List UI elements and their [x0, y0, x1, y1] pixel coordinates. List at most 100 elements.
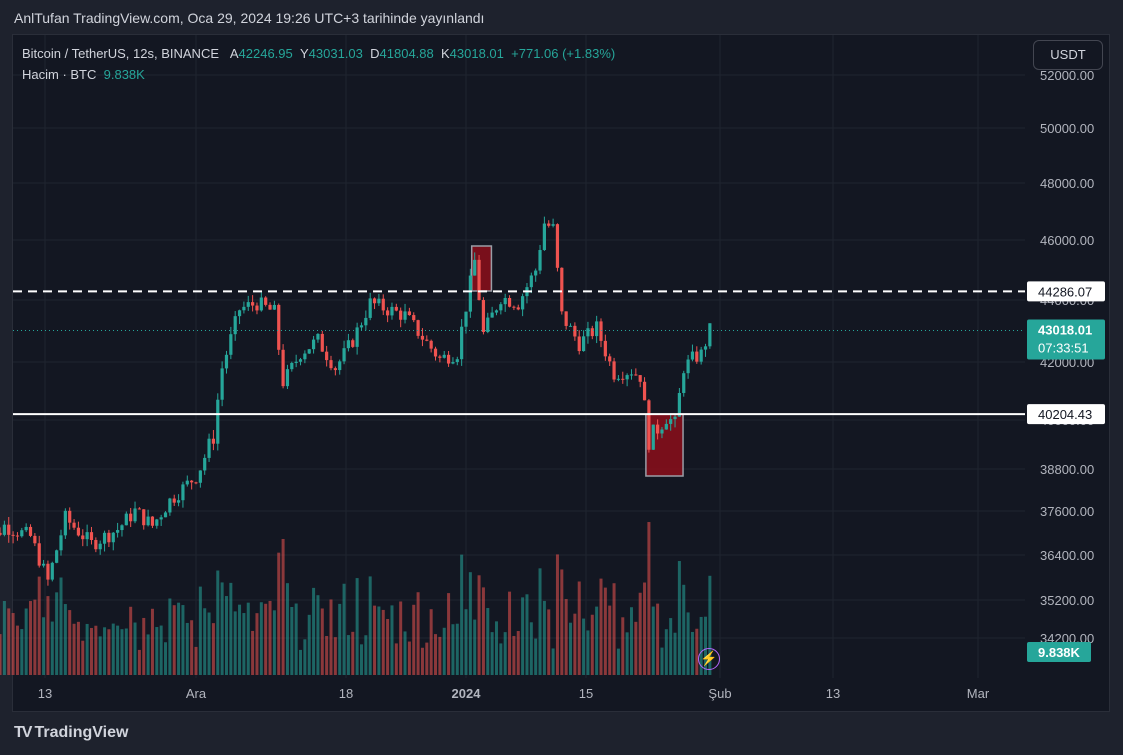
candle-body [629, 374, 634, 376]
volume-bar [377, 606, 381, 675]
candle-body [386, 310, 390, 316]
volume-bar [464, 609, 468, 675]
candle-body [277, 304, 281, 350]
high-label: Y [300, 46, 309, 61]
candle-body [372, 298, 377, 304]
candle-body [338, 361, 342, 371]
tradingview-logo[interactable]: TV TradingView [14, 724, 128, 742]
volume-bar [285, 583, 289, 675]
volume-bar [150, 608, 154, 675]
volume-bar [7, 608, 11, 675]
candle-body [381, 298, 385, 311]
volume-bar [447, 593, 451, 675]
candle-body [2, 524, 6, 535]
volume-bar [211, 623, 215, 675]
last-price-tag [1027, 319, 1105, 360]
volume-bar [673, 632, 677, 675]
candle-body [220, 368, 224, 400]
candle-body [359, 325, 364, 328]
candle-body [333, 368, 337, 371]
lightning-icon[interactable]: ⚡ [698, 648, 720, 670]
candle-body [37, 543, 41, 566]
volume-bar [577, 581, 581, 675]
candle-body [551, 224, 555, 226]
candle-body [529, 275, 533, 288]
volume-bar [595, 606, 599, 675]
volume-bar [704, 616, 708, 675]
open-value: 42246.95 [238, 46, 293, 61]
volume-bar [529, 622, 533, 675]
candle-body [229, 334, 233, 355]
candle-body [534, 270, 538, 276]
volume-bar [551, 648, 555, 675]
candle-body [599, 321, 603, 341]
currency-button[interactable]: USDT [1033, 40, 1103, 70]
volume-bar [116, 625, 120, 675]
y-tick-label: 36400.00 [1040, 548, 1094, 563]
candle-body [634, 374, 638, 376]
volume-bar [159, 625, 163, 675]
symbol-name[interactable]: Bitcoin / TetherUS, 12s, BINANCE [22, 46, 220, 61]
candle-body [133, 508, 137, 522]
candle-body [429, 340, 433, 349]
volume-bar [89, 627, 93, 675]
candle-body [41, 563, 46, 566]
volume-bar [107, 629, 111, 675]
candle-body [573, 325, 577, 337]
volume-bar [390, 605, 394, 675]
volume-bar [251, 630, 255, 675]
volume-bar [564, 599, 568, 675]
x-tick-label: 2024 [452, 686, 482, 701]
volume-bar [111, 623, 115, 675]
volume-bar [455, 623, 459, 675]
volume-bar [416, 592, 420, 675]
candle-body [11, 534, 15, 536]
volume-bar [656, 603, 660, 675]
volume-bar [638, 592, 642, 675]
candle-body [346, 340, 351, 349]
candle-body [351, 340, 355, 347]
volume-bar [290, 606, 294, 675]
candle-body [211, 438, 216, 444]
volume-bar [98, 636, 102, 675]
volume-bar [259, 602, 263, 675]
close-label: K [441, 46, 450, 61]
candle-body [129, 513, 133, 522]
candle-body [107, 532, 111, 543]
candle-body [216, 399, 220, 444]
price-line-tag [1027, 404, 1105, 425]
candle-body [298, 359, 303, 362]
volume-bar [29, 601, 33, 675]
candle-body [586, 328, 590, 337]
candle-body [669, 419, 673, 424]
volume-label[interactable]: Hacim · BTC [22, 67, 97, 82]
volume-bar [381, 609, 385, 675]
y-tick-label: 50000.00 [1040, 121, 1094, 136]
price-line-tag [1027, 281, 1105, 302]
candle-body [233, 316, 237, 335]
candle-body [625, 375, 629, 380]
candle-body [368, 298, 372, 318]
candle-body [251, 302, 255, 306]
volume-bar [255, 613, 259, 675]
volume-bar [690, 631, 694, 675]
volume-bar [299, 649, 303, 675]
candle-body [68, 510, 72, 523]
volume-bar [11, 613, 15, 675]
candle-body [460, 326, 464, 360]
volume-bar [664, 629, 668, 675]
candle-body [481, 300, 486, 333]
candle-body [33, 535, 37, 544]
volume-bar [190, 620, 194, 675]
volume-bar [499, 643, 503, 675]
y-tick-label: 48000.00 [1040, 176, 1094, 191]
volume-tag [1027, 642, 1091, 662]
candle-body [642, 381, 647, 401]
volume-bar [451, 624, 455, 675]
candle-body [473, 259, 477, 276]
x-tick-label: 13 [38, 686, 52, 701]
candle-body [24, 526, 28, 531]
candle-body [420, 335, 425, 340]
volume-bar [242, 613, 246, 675]
